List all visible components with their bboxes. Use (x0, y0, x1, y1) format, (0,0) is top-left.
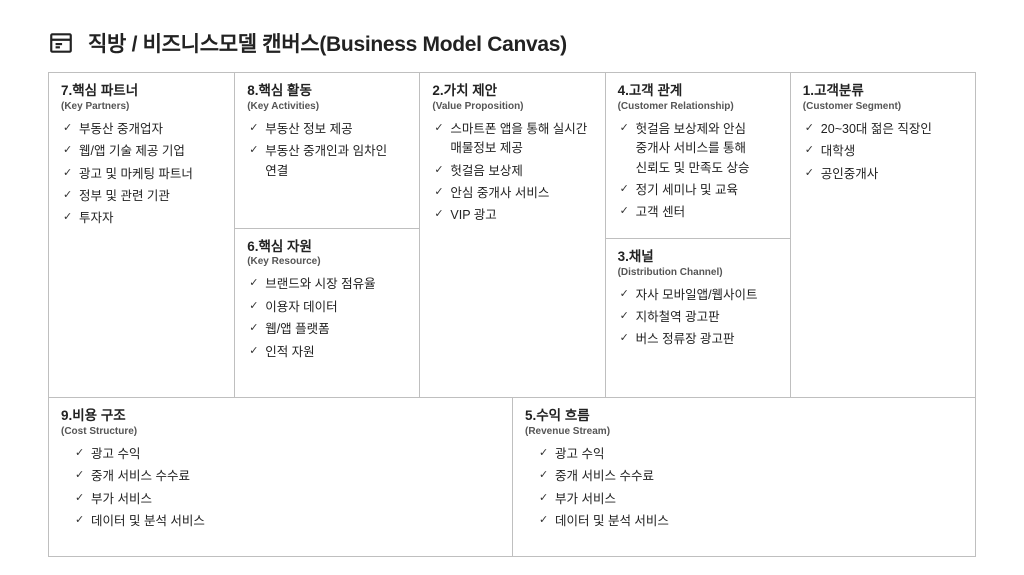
list-item: 20~30대 젊은 직장인 (805, 120, 963, 139)
list-item: 헛걸음 보상제와 안심 중개사 서비스를 통해 신뢰도 및 만족도 상승 (620, 120, 778, 178)
block-items: 브랜드와 시장 점유율이용자 데이터웹/앱 플랫폼인적 자원 (247, 275, 407, 362)
block-items: 헛걸음 보상제와 안심 중개사 서비스를 통해 신뢰도 및 만족도 상승정기 세… (618, 120, 778, 223)
list-item: 중개 서비스 수수료 (539, 467, 963, 486)
block-title: 3.채널 (618, 249, 778, 266)
list-item: 대학생 (805, 142, 963, 161)
block-title: 9.비용 구조 (61, 408, 500, 425)
block-title: 2.가치 제안 (432, 83, 592, 100)
list-item: 부동산 중개업자 (63, 120, 222, 139)
block-cost-structure: 9.비용 구조 (Cost Structure) 광고 수익중개 서비스 수수료… (49, 398, 512, 556)
list-item: 지하철역 광고판 (620, 308, 778, 327)
col-activities-resources: 8.핵심 활동 (Key Activities) 부동산 정보 제공부동산 중개… (234, 73, 419, 397)
block-customer-relationship: 4.고객 관계 (Customer Relationship) 헛걸음 보상제와… (606, 73, 790, 239)
list-item: 헛걸음 보상제 (434, 162, 592, 181)
block-customer-segment: 1.고객분류 (Customer Segment) 20~30대 젊은 직장인대… (791, 73, 975, 397)
block-title: 6.핵심 자원 (247, 239, 407, 256)
block-subtitle: (Revenue Stream) (525, 426, 963, 437)
list-item: 부가 서비스 (75, 490, 500, 509)
col-customer-segment: 1.고객분류 (Customer Segment) 20~30대 젊은 직장인대… (790, 73, 975, 397)
block-key-partners: 7.핵심 파트너 (Key Partners) 부동산 중개업자웹/앱 기술 제… (49, 73, 234, 397)
block-title: 5.수익 흐름 (525, 408, 963, 425)
list-item: 부동산 정보 제공 (249, 120, 407, 139)
bmc-bottom-row: 9.비용 구조 (Cost Structure) 광고 수익중개 서비스 수수료… (49, 398, 975, 556)
list-item: 버스 정류장 광고판 (620, 330, 778, 349)
block-revenue-stream: 5.수익 흐름 (Revenue Stream) 광고 수익중개 서비스 수수료… (512, 398, 975, 556)
block-subtitle: (Cost Structure) (61, 426, 500, 437)
list-item: 자사 모바일앱/웹사이트 (620, 286, 778, 305)
list-item: 데이터 및 분석 서비스 (539, 512, 963, 531)
list-item: 정기 세미나 및 교육 (620, 181, 778, 200)
page-title: 직방 / 비즈니스모델 캔버스(Business Model Canvas) (88, 28, 567, 58)
block-subtitle: (Key Resource) (247, 256, 407, 267)
block-title: 4.고객 관계 (618, 83, 778, 100)
list-item: 정부 및 관련 기관 (63, 187, 222, 206)
list-item: 인적 자원 (249, 343, 407, 362)
block-subtitle: (Key Activities) (247, 101, 407, 112)
block-items: 광고 수익중개 서비스 수수료부가 서비스데이터 및 분석 서비스 (525, 445, 963, 532)
block-key-activities: 8.핵심 활동 (Key Activities) 부동산 정보 제공부동산 중개… (235, 73, 419, 229)
block-items: 20~30대 젊은 직장인대학생공인중개사 (803, 120, 963, 184)
block-subtitle: (Value Proposition) (432, 101, 592, 112)
page-header: 직방 / 비즈니스모델 캔버스(Business Model Canvas) (48, 28, 976, 58)
block-channels: 3.채널 (Distribution Channel) 자사 모바일앱/웹사이트… (606, 239, 790, 397)
block-items: 광고 수익중개 서비스 수수료부가 서비스데이터 및 분석 서비스 (61, 445, 500, 532)
list-item: 데이터 및 분석 서비스 (75, 512, 500, 531)
block-items: 스마트폰 앱을 통해 실시간 매물정보 제공헛걸음 보상제안심 중개사 서비스 V… (432, 120, 592, 226)
list-item: 광고 및 마케팅 파트너 (63, 165, 222, 184)
block-items: 부동산 중개업자웹/앱 기술 제공 기업광고 및 마케팅 파트너정부 및 관련 … (61, 120, 222, 229)
bmc-top-row: 7.핵심 파트너 (Key Partners) 부동산 중개업자웹/앱 기술 제… (49, 73, 975, 398)
col-value-proposition: 2.가치 제안 (Value Proposition) 스마트폰 앱을 통해 실… (419, 73, 604, 397)
block-subtitle: (Key Partners) (61, 101, 222, 112)
block-value-proposition: 2.가치 제안 (Value Proposition) 스마트폰 앱을 통해 실… (420, 73, 604, 397)
dashboard-icon (48, 30, 74, 56)
block-key-resources: 6.핵심 자원 (Key Resource) 브랜드와 시장 점유율이용자 데이… (235, 229, 419, 397)
list-item: 광고 수익 (539, 445, 963, 464)
list-item: 부가 서비스 (539, 490, 963, 509)
list-item: 공인중개사 (805, 165, 963, 184)
block-items: 부동산 정보 제공부동산 중개인과 임차인 연결 (247, 120, 407, 181)
col-key-partners: 7.핵심 파트너 (Key Partners) 부동산 중개업자웹/앱 기술 제… (49, 73, 234, 397)
list-item: 투자자 (63, 209, 222, 228)
block-title: 8.핵심 활동 (247, 83, 407, 100)
block-items: 자사 모바일앱/웹사이트지하철역 광고판버스 정류장 광고판 (618, 286, 778, 350)
list-item: 중개 서비스 수수료 (75, 467, 500, 486)
block-subtitle: (Customer Segment) (803, 101, 963, 112)
list-item: 웹/앱 기술 제공 기업 (63, 142, 222, 161)
list-item: 부동산 중개인과 임차인 연결 (249, 142, 407, 181)
block-subtitle: (Distribution Channel) (618, 267, 778, 278)
block-title: 1.고객분류 (803, 83, 963, 100)
list-item: 안심 중개사 서비스 (434, 184, 592, 203)
col-relationship-channels: 4.고객 관계 (Customer Relationship) 헛걸음 보상제와… (605, 73, 790, 397)
list-item: 스마트폰 앱을 통해 실시간 매물정보 제공 (434, 120, 592, 159)
list-item: 고객 센터 (620, 203, 778, 222)
list-item: 광고 수익 (75, 445, 500, 464)
block-title: 7.핵심 파트너 (61, 83, 222, 100)
block-subtitle: (Customer Relationship) (618, 101, 778, 112)
list-item: VIP 광고 (434, 206, 592, 225)
list-item: 이용자 데이터 (249, 298, 407, 317)
list-item: 웹/앱 플랫폼 (249, 320, 407, 339)
list-item: 브랜드와 시장 점유율 (249, 275, 407, 294)
bmc-canvas: 7.핵심 파트너 (Key Partners) 부동산 중개업자웹/앱 기술 제… (48, 72, 976, 557)
